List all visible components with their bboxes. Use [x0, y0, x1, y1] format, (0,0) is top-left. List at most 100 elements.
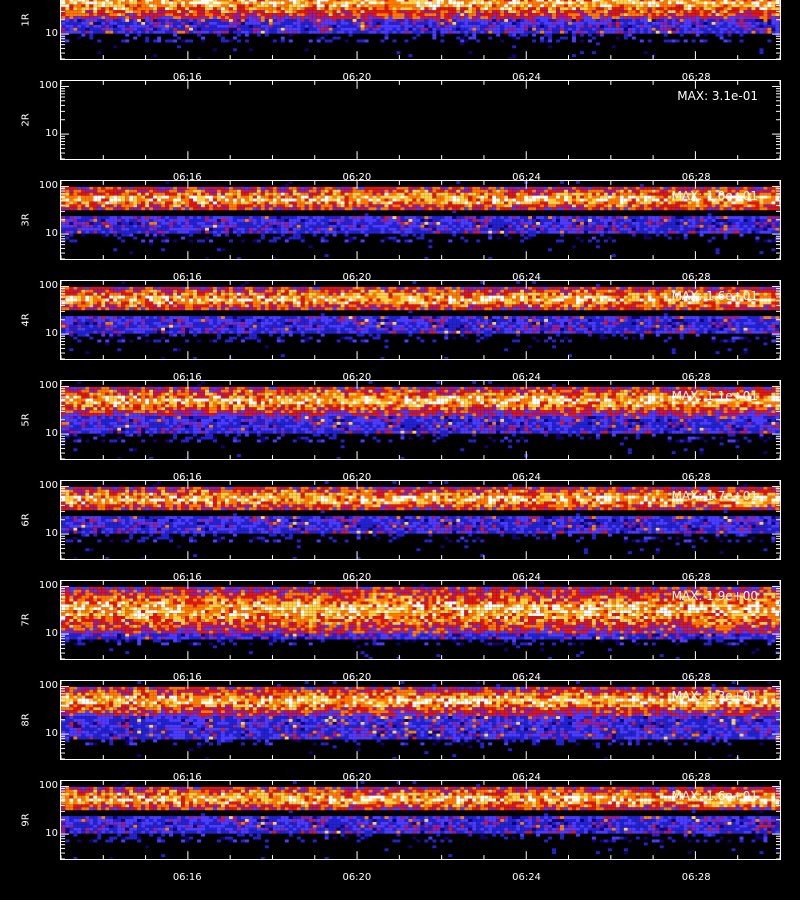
spectrogram-cell: [244, 27, 249, 31]
spectrogram-cell: [336, 1, 341, 5]
spectrogram-cell: [571, 21, 576, 25]
spectrogram-cell: [540, 7, 545, 11]
spectrogram-cell: [400, 30, 405, 34]
spectrogram-cell: [137, 10, 142, 14]
spectrogram-cell: [169, 13, 174, 17]
spectrogram-cell: [464, 24, 469, 28]
spectrogram-cell: [556, 27, 561, 31]
spectrogram-cell: [452, 7, 457, 11]
spectrogram-cell: [356, 21, 361, 25]
spectrogram-cell: [683, 0, 688, 2]
spectrogram-cell: [643, 30, 648, 34]
spectrogram-cell: [360, 7, 365, 11]
spectrogram-cell: [368, 21, 373, 25]
spectrogram-cell: [532, 19, 537, 22]
spectrogram-cell: [416, 16, 421, 20]
spectrogram-cell: [89, 27, 94, 31]
spectrogram-cell: [544, 19, 549, 22]
spectrogram-cell: [480, 24, 485, 28]
spectrogram-cell: [504, 13, 509, 17]
spectrogram-cell: [687, 30, 692, 34]
spectrogram-cell: [607, 13, 612, 17]
spectrogram-cell: [109, 7, 114, 11]
spectrogram-cell: [571, 36, 576, 40]
spectrogram-cell: [552, 30, 557, 34]
spectrogram-cell: [631, 0, 636, 2]
spectrogram-cell: [248, 24, 253, 28]
spectrogram-cell: [607, 16, 612, 20]
spectrogram-cell: [77, 21, 82, 25]
spectrogram-cell: [212, 27, 217, 31]
spectrogram-cell: [500, 13, 505, 17]
spectrogram-cell: [416, 0, 421, 2]
spectrogram-cell: [544, 39, 549, 43]
spectrogram-cell: [316, 4, 321, 8]
spectrogram-cell: [683, 4, 688, 8]
spectrogram-cell: [248, 30, 253, 34]
spectrogram-cell: [560, 27, 565, 31]
spectrogram-cell: [384, 36, 389, 40]
spectrogram-cell: [639, 16, 644, 20]
spectrogram-cell: [460, 24, 465, 28]
spectrogram-cell: [117, 0, 122, 2]
spectrogram-cell: [324, 4, 329, 8]
spectrogram-cell: [639, 10, 644, 14]
spectrogram-cell: [599, 13, 604, 17]
spectrogram-cell: [113, 13, 118, 17]
spectrogram-cell: [615, 30, 620, 34]
spectrogram-cell: [352, 24, 357, 28]
spectrogram-cell: [185, 39, 190, 43]
spectrogram-cell: [548, 30, 553, 34]
spectrogram-cell: [105, 30, 110, 34]
spectrogram-cell: [157, 36, 162, 40]
spectrogram-cell: [236, 30, 241, 34]
spectrogram-cell: [579, 10, 584, 14]
spectrogram-cell: [420, 1, 425, 5]
spectrogram-cell: [216, 24, 221, 28]
spectrogram-cell: [396, 21, 401, 25]
spectrogram-cell: [185, 19, 190, 22]
spectrogram-cell: [384, 0, 389, 2]
spectrogram-cell: [185, 0, 190, 2]
spectrogram-cell: [627, 1, 632, 5]
spectrogram-cell: [516, 27, 521, 31]
spectrogram-cell: [296, 10, 301, 14]
spectrogram-cell: [89, 30, 94, 34]
spectrogram-cell: [65, 0, 70, 2]
spectrogram-cell: [544, 16, 549, 20]
spectrogram-cell: [328, 10, 333, 14]
spectrogram-cell: [683, 7, 688, 11]
spectrogram-cell: [61, 19, 66, 22]
spectrogram-cell: [476, 1, 481, 5]
spectrogram-cell: [464, 33, 469, 37]
spectrogram-cell: [524, 16, 529, 20]
spectrogram-cell: [571, 0, 576, 2]
spectrogram-cell: [264, 21, 269, 25]
spectrogram-cell: [308, 13, 313, 17]
spectrogram-cell: [169, 10, 174, 14]
spectrogram-cell: [635, 7, 640, 11]
spectrogram-cell: [133, 36, 138, 40]
spectrogram-cell: [308, 21, 313, 25]
spectrogram-cell: [89, 4, 94, 8]
spectrogram-cell: [520, 27, 525, 31]
spectrogram-cell: [548, 27, 553, 31]
spectrogram-cell: [264, 10, 269, 14]
spectrogram-cell: [336, 10, 341, 14]
spectrogram-cell: [340, 16, 345, 20]
spectrogram-cell: [556, 39, 561, 43]
spectrogram-cell: [548, 45, 553, 49]
spectrogram-cell: [675, 13, 680, 17]
spectrogram-cell: [360, 0, 365, 2]
spectrogram-cell: [452, 30, 457, 34]
spectrogram-cell: [424, 4, 429, 8]
spectrogram-cell: [276, 4, 281, 8]
spectrogram-cell: [424, 1, 429, 5]
spectrogram-cell: [220, 16, 225, 20]
spectrogram-cell: [109, 16, 114, 20]
spectrogram-cell: [197, 0, 202, 2]
spectrogram-cell: [408, 1, 413, 5]
spectrogram-cell: [280, 16, 285, 20]
spectrogram-cell: [611, 7, 616, 11]
spectrogram-cell: [248, 19, 253, 22]
